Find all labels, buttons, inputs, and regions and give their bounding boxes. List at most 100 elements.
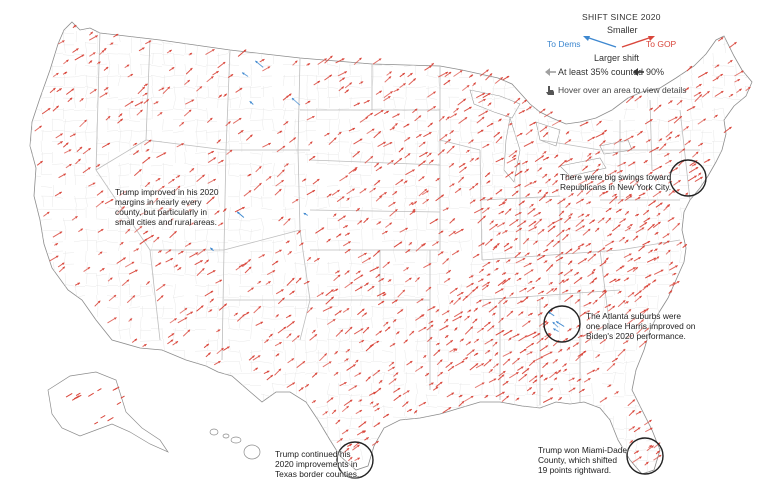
county-shift-arrow[interactable] — [644, 118, 653, 125]
county-shift-arrow[interactable] — [382, 321, 389, 327]
county-shift-arrow[interactable] — [592, 299, 598, 305]
county-shift-arrow[interactable] — [253, 367, 259, 372]
county-shift-arrow[interactable] — [369, 266, 380, 272]
county-shift-arrow[interactable] — [528, 226, 538, 232]
county-shift-arrow[interactable] — [172, 340, 179, 346]
county-shift-arrow[interactable] — [644, 461, 649, 466]
county-shift-arrow[interactable] — [615, 208, 622, 213]
county-shift-arrow[interactable] — [442, 258, 450, 265]
county-shift-arrow[interactable] — [595, 367, 600, 372]
county-shift-arrow[interactable] — [454, 187, 462, 194]
county-shift-arrow[interactable] — [43, 211, 50, 217]
county-shift-arrow[interactable] — [262, 66, 271, 72]
county-shift-arrow[interactable] — [505, 171, 514, 178]
county-shift-arrow[interactable] — [513, 97, 521, 104]
county-shift-arrow[interactable] — [474, 182, 479, 187]
county-shift-arrow[interactable] — [552, 328, 559, 333]
county-shift-arrow[interactable] — [393, 88, 400, 93]
county-shift-arrow[interactable] — [353, 328, 364, 335]
county-shift-arrow[interactable] — [347, 456, 353, 462]
county-shift-arrow[interactable] — [587, 289, 595, 296]
county-shift-arrow[interactable] — [591, 168, 599, 176]
county-shift-arrow[interactable] — [157, 185, 165, 192]
county-shift-arrow[interactable] — [634, 213, 640, 217]
county-shift-arrow[interactable] — [403, 339, 409, 344]
county-shift-arrow[interactable] — [599, 338, 607, 345]
county-shift-arrow[interactable] — [384, 326, 391, 332]
county-shift-arrow[interactable] — [623, 253, 632, 259]
county-shift-arrow[interactable] — [538, 194, 546, 202]
county-shift-arrow[interactable] — [100, 414, 106, 419]
county-shift-arrow[interactable] — [162, 86, 171, 94]
county-shift-arrow[interactable] — [652, 190, 662, 198]
county-shift-arrow[interactable] — [109, 42, 114, 46]
county-shift-arrow[interactable] — [517, 366, 524, 371]
county-shift-arrow[interactable] — [552, 287, 558, 293]
county-shift-arrow[interactable] — [669, 281, 676, 287]
county-shift-arrow[interactable] — [565, 131, 570, 135]
county-shift-arrow[interactable] — [477, 215, 486, 224]
county-shift-arrow[interactable] — [563, 368, 568, 373]
county-shift-arrow[interactable] — [415, 133, 422, 139]
county-shift-arrow[interactable] — [428, 320, 434, 324]
county-shift-arrow[interactable] — [514, 162, 521, 168]
county-shift-arrow[interactable] — [432, 386, 439, 391]
county-shift-arrow[interactable] — [609, 195, 618, 204]
county-shift-arrow[interactable] — [578, 388, 585, 393]
county-shift-arrow[interactable] — [648, 200, 657, 207]
county-shift-arrow[interactable] — [539, 374, 544, 378]
county-shift-arrow[interactable] — [638, 340, 648, 348]
county-shift-arrow[interactable] — [306, 189, 316, 196]
county-shift-arrow[interactable] — [173, 264, 179, 268]
county-shift-arrow[interactable] — [492, 363, 499, 369]
county-shift-arrow[interactable] — [556, 369, 562, 375]
county-shift-arrow[interactable] — [153, 101, 159, 105]
county-shift-arrow[interactable] — [655, 450, 660, 455]
county-shift-arrow[interactable] — [244, 311, 250, 316]
county-shift-arrow[interactable] — [189, 252, 199, 258]
county-shift-arrow[interactable] — [451, 250, 460, 256]
county-shift-arrow[interactable] — [346, 363, 356, 371]
county-shift-arrow[interactable] — [156, 283, 166, 292]
county-shift-arrow[interactable] — [512, 333, 520, 338]
county-shift-arrow[interactable] — [128, 318, 133, 322]
county-shift-arrow[interactable] — [427, 336, 433, 342]
county-shift-arrow[interactable] — [558, 279, 565, 285]
county-shift-arrow[interactable] — [333, 288, 339, 292]
county-shift-arrow[interactable] — [258, 254, 266, 259]
county-shift-arrow[interactable] — [107, 317, 117, 324]
county-shift-arrow[interactable] — [342, 240, 351, 247]
county-shift-arrow[interactable] — [428, 382, 434, 386]
county-shift-arrow[interactable] — [445, 116, 450, 121]
county-shift-arrow[interactable] — [94, 300, 101, 307]
county-shift-arrow[interactable] — [152, 197, 159, 204]
county-shift-arrow[interactable] — [503, 242, 510, 248]
county-shift-arrow[interactable] — [418, 401, 427, 407]
county-shift-arrow[interactable] — [472, 318, 478, 324]
county-shift-arrow[interactable] — [648, 444, 653, 449]
county-shift-arrow[interactable] — [308, 141, 313, 146]
county-shift-arrow[interactable] — [553, 173, 559, 178]
county-shift-arrow[interactable] — [395, 178, 404, 186]
county-shift-arrow[interactable] — [558, 210, 565, 217]
county-shift-arrow[interactable] — [119, 190, 127, 196]
county-shift-arrow[interactable] — [623, 277, 630, 282]
county-shift-arrow[interactable] — [363, 99, 370, 104]
county-shift-arrow[interactable] — [514, 272, 519, 276]
county-shift-arrow[interactable] — [473, 286, 479, 292]
county-shift-arrow[interactable] — [694, 176, 703, 183]
county-shift-arrow[interactable] — [566, 346, 571, 351]
county-shift-arrow[interactable] — [415, 314, 425, 321]
county-shift-arrow[interactable] — [116, 257, 126, 264]
county-shift-arrow[interactable] — [478, 98, 486, 104]
county-shift-arrow[interactable] — [435, 381, 443, 388]
county-shift-arrow[interactable] — [242, 258, 252, 267]
county-shift-arrow[interactable] — [438, 230, 444, 235]
county-shift-arrow[interactable] — [547, 225, 556, 233]
county-shift-arrow[interactable] — [587, 253, 597, 262]
county-shift-arrow[interactable] — [617, 198, 624, 204]
county-shift-arrow[interactable] — [103, 86, 109, 91]
county-shift-arrow[interactable] — [617, 348, 626, 357]
county-shift-arrow[interactable] — [506, 157, 517, 164]
